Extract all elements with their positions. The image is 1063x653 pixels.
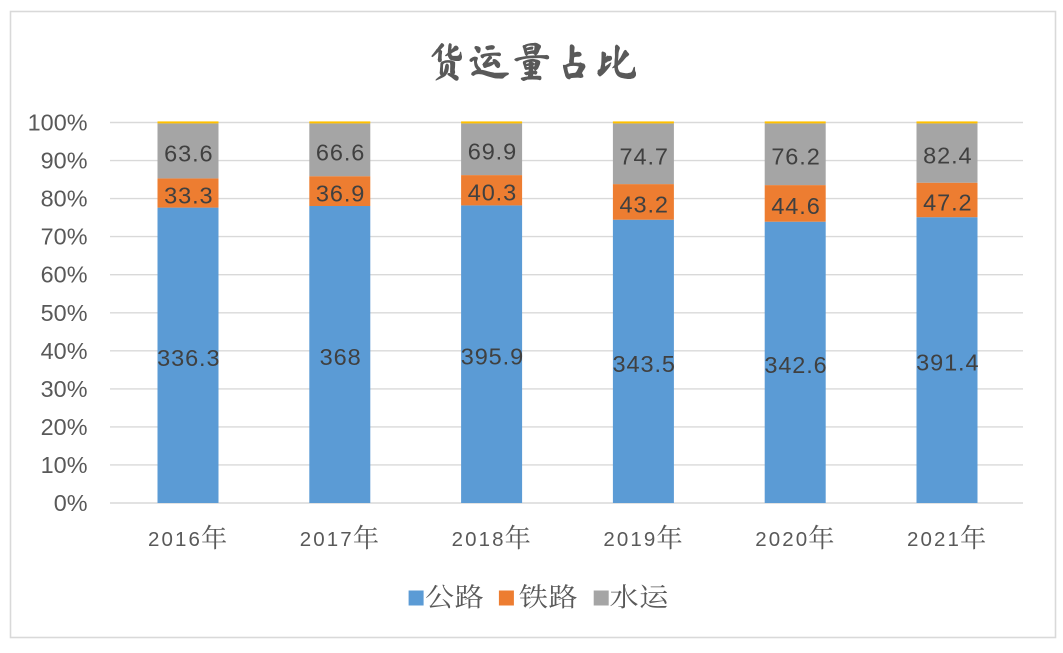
svg-text:368: 368: [320, 344, 362, 370]
svg-text:2016: 2016: [148, 528, 202, 551]
svg-text:2021: 2021: [907, 528, 961, 551]
svg-text:342.6: 342.6: [764, 352, 827, 378]
svg-text:0%: 0%: [54, 490, 88, 516]
svg-text:33.3: 33.3: [164, 183, 213, 209]
svg-text:69.9: 69.9: [468, 139, 517, 165]
svg-text:47.2: 47.2: [923, 189, 972, 215]
svg-text:40%: 40%: [41, 338, 88, 364]
svg-text:43.2: 43.2: [620, 191, 669, 217]
svg-text:336.3: 336.3: [157, 345, 220, 371]
svg-text:40.3: 40.3: [468, 180, 517, 206]
svg-text:66.6: 66.6: [316, 139, 365, 165]
svg-text:74.7: 74.7: [620, 143, 669, 169]
svg-text:100%: 100%: [28, 110, 88, 136]
svg-text:60%: 60%: [41, 262, 88, 288]
svg-text:10%: 10%: [41, 452, 88, 478]
svg-text:2017: 2017: [300, 528, 354, 551]
svg-text:343.5: 343.5: [613, 351, 676, 377]
svg-text:20%: 20%: [41, 414, 88, 440]
svg-text:63.6: 63.6: [164, 140, 213, 166]
svg-text:70%: 70%: [41, 224, 88, 250]
svg-text:395.9: 395.9: [461, 344, 524, 370]
svg-text:44.6: 44.6: [771, 193, 820, 219]
svg-text:30%: 30%: [41, 376, 88, 402]
svg-text:82.4: 82.4: [923, 143, 972, 169]
svg-text:76.2: 76.2: [771, 144, 820, 170]
svg-text:90%: 90%: [41, 148, 88, 174]
svg-text:391.4: 391.4: [916, 350, 979, 376]
svg-text:2019: 2019: [603, 528, 657, 551]
svg-text:36.9: 36.9: [316, 181, 365, 207]
svg-text:2020: 2020: [755, 528, 809, 551]
svg-text:50%: 50%: [41, 300, 88, 326]
svg-text:2018: 2018: [452, 528, 506, 551]
svg-text:80%: 80%: [41, 186, 88, 212]
